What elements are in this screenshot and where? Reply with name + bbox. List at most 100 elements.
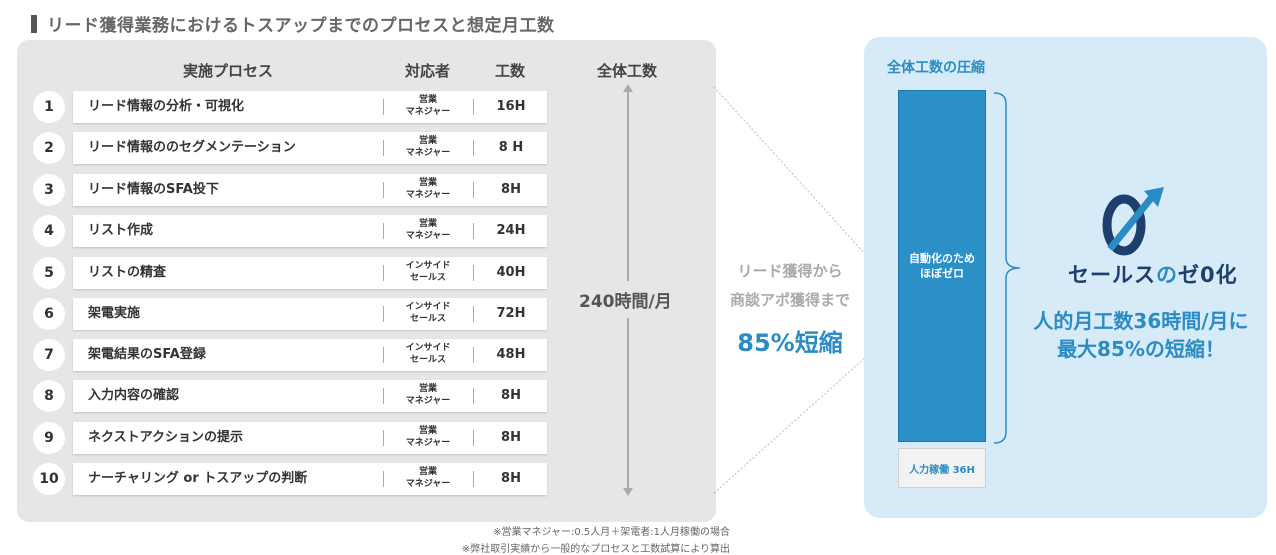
process-name: リード情報の分析・可視化 — [88, 99, 245, 114]
process-card: リード情報ののセグメンテーション 営業 マネジャー 8 H — [73, 132, 547, 164]
step-number: 4 — [33, 215, 65, 247]
divider — [383, 430, 384, 446]
step-number: 2 — [33, 132, 65, 164]
title-marker — [31, 14, 37, 33]
automated-label: 自動化のため ほぼゼロ — [909, 252, 975, 280]
process-row: 1 リード情報の分析・可視化 営業 マネジャー 16H — [17, 91, 577, 123]
header-owner: 対応者 — [405, 62, 451, 80]
owner-label: インサイド セールス — [405, 261, 451, 283]
footnote: ※弊社取引実績から一般的なプロセスと工数試算により算出 — [461, 544, 730, 555]
hours-value: 40H — [496, 265, 526, 280]
owner-label: インサイド セールス — [405, 343, 451, 365]
page-title: リード獲得業務におけるトスアップまでのプロセスと想定月工数 — [31, 11, 555, 36]
reduction-line1: リード獲得から — [737, 262, 843, 280]
process-row: 3 リード情報のSFA投下 営業 マネジャー 8H — [17, 174, 577, 206]
divider — [473, 471, 474, 487]
owner-label: 営業 マネジャー — [405, 95, 451, 117]
header-process: 実施プロセス — [183, 62, 274, 80]
owner-label: 営業 マネジャー — [405, 178, 451, 200]
process-row: 2 リード情報ののセグメンテーション 営業 マネジャー 8 H — [17, 132, 577, 164]
bracket-icon — [993, 92, 1021, 444]
step-number: 3 — [33, 174, 65, 206]
step-number: 8 — [33, 380, 65, 412]
hours-value: 16H — [496, 99, 526, 114]
process-card: リスト作成 営業 マネジャー 24H — [73, 215, 547, 247]
hours-value: 48H — [496, 347, 526, 362]
process-name: ネクストアクションの提示 — [88, 430, 243, 445]
divider — [473, 99, 474, 115]
hours-value: 8H — [501, 471, 521, 486]
hours-value: 8H — [501, 430, 521, 445]
divider — [473, 182, 474, 198]
process-table-panel: 実施プロセス 対応者 工数 全体工数 1 リード情報の分析・可視化 営業 マネジャ… — [17, 40, 716, 522]
divider — [383, 99, 384, 115]
process-card: リード情報の分析・可視化 営業 マネジャー 16H — [73, 91, 547, 123]
process-card: リストの精査 インサイド セールス 40H — [73, 257, 547, 289]
process-name: リード情報ののセグメンテーション — [88, 140, 296, 155]
process-name: 入力内容の確認 — [88, 388, 180, 403]
owner-label: 営業 マネジャー — [405, 467, 451, 489]
step-number: 7 — [33, 339, 65, 371]
divider — [473, 265, 474, 281]
divider — [473, 140, 474, 156]
owner-label: 営業 マネジャー — [405, 136, 451, 158]
divider — [473, 388, 474, 404]
step-number: 5 — [33, 257, 65, 289]
reduction-line2: 商談アポ獲得まで — [729, 291, 850, 309]
hours-value: 8H — [501, 388, 521, 403]
divider — [473, 347, 474, 363]
divider — [383, 140, 384, 156]
divider — [383, 347, 384, 363]
divider — [383, 306, 384, 322]
process-name: リスト作成 — [88, 223, 154, 238]
process-name: リード情報のSFA投下 — [88, 182, 219, 197]
process-name: リストの精査 — [88, 265, 167, 280]
header-hours: 工数 — [495, 62, 526, 80]
total-hours-label: 240時間/月 — [577, 281, 674, 318]
process-name: 架電結果のSFA登録 — [88, 347, 206, 362]
process-row: 6 架電実施 インサイド セールス 72H — [17, 298, 577, 330]
zero-logo-icon — [1102, 187, 1164, 256]
process-card: 架電結果のSFA登録 インサイド セールス 48H — [73, 339, 547, 371]
hours-value: 8H — [501, 182, 521, 197]
process-card: 入力内容の確認 営業 マネジャー 8H — [73, 380, 547, 412]
brand-wordmark: セールスのゼ0化 — [1068, 263, 1238, 287]
automated-bar: 自動化のため ほぼゼロ — [898, 90, 986, 442]
process-card: 架電実施 インサイド セールス 72H — [73, 298, 547, 330]
header-total: 全体工数 — [597, 62, 658, 80]
divider — [473, 430, 474, 446]
process-card: ナーチャリング or トスアップの判断 営業 マネジャー 8H — [73, 463, 547, 495]
process-row: 7 架電結果のSFA登録 インサイド セールス 48H — [17, 339, 577, 371]
step-number: 6 — [33, 298, 65, 330]
owner-label: 営業 マネジャー — [405, 426, 451, 448]
page-title-text: リード獲得業務におけるトスアップまでのプロセスと想定月工数 — [47, 16, 555, 36]
owner-label: 営業 マネジャー — [405, 219, 451, 241]
divider — [473, 306, 474, 322]
divider — [473, 223, 474, 239]
process-row: 4 リスト作成 営業 マネジャー 24H — [17, 215, 577, 247]
process-row: 9 ネクストアクションの提示 営業 マネジャー 8H — [17, 422, 577, 454]
step-number: 10 — [33, 463, 65, 495]
step-number: 9 — [33, 422, 65, 454]
headline-message: 人的月工数36時間/月に 最大85%の短縮！ — [1033, 309, 1249, 361]
owner-label: 営業 マネジャー — [405, 384, 451, 406]
divider — [383, 265, 384, 281]
hours-value: 24H — [496, 223, 526, 238]
hours-value: 8 H — [498, 140, 524, 155]
process-name: ナーチャリング or トスアップの判断 — [88, 471, 308, 486]
divider — [383, 182, 384, 198]
reduction-summary: リード獲得から 商談アポ獲得まで 85%短縮 — [720, 257, 860, 358]
process-name: 架電実施 — [88, 306, 141, 321]
footnote: ※営業マネジャー:0.5人月＋架電者:1人月稼働の場合 — [493, 527, 730, 538]
hours-value: 72H — [496, 306, 526, 321]
compression-panel: 全体工数の圧縮 自動化のため ほぼゼロ 人力稼働 36H セールスのゼ0化 人的… — [864, 37, 1267, 518]
process-row: 5 リストの精査 インサイド セールス 40H — [17, 257, 577, 289]
process-row: 10 ナーチャリング or トスアップの判断 営業 マネジャー 8H — [17, 463, 577, 495]
divider — [383, 471, 384, 487]
reduction-percent: 85%短縮 — [737, 329, 843, 357]
divider — [383, 223, 384, 239]
process-card: リード情報のSFA投下 営業 マネジャー 8H — [73, 174, 547, 206]
manual-hours-box: 人力稼働 36H — [898, 448, 986, 488]
step-number: 1 — [33, 91, 65, 123]
